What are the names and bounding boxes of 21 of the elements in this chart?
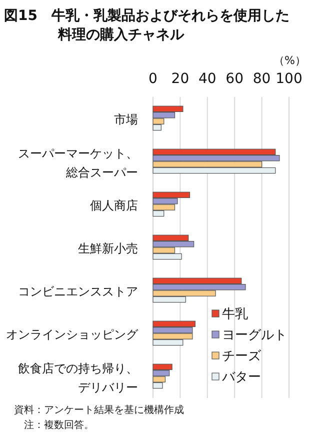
x-axis-title: （%） <box>274 54 306 67</box>
y-tick-label: 個人商店 <box>90 198 138 212</box>
x-tick-label: 20 <box>171 71 190 87</box>
text: 資料：アンケート結果を基に機構作成 <box>14 404 184 416</box>
legend-label: ヨーグルト <box>222 328 287 343</box>
y-tick-label: オンラインショッピング <box>6 328 139 342</box>
x-tick-label: 40 <box>198 71 216 87</box>
x-tick-label: 80 <box>252 71 271 87</box>
y-tick-label: 生鮮新小売 <box>78 242 138 256</box>
chart-title: 図15 牛乳・乳製品およびそれらを使用した料理の購入チャネル <box>4 8 290 43</box>
text: 注：複数回答。 <box>14 419 94 431</box>
y-tick-label: 市場 <box>114 112 138 126</box>
y-tick-label: 飲食店での持ち帰り、デリバリー <box>18 362 138 394</box>
x-tick-label: 100 <box>276 71 302 87</box>
x-tick-label: 0 <box>148 71 158 87</box>
y-tick-label: スーパーマーケット、総合スーパー <box>18 146 138 180</box>
legend-label: チーズ <box>222 349 262 364</box>
legend-label: バター <box>221 370 261 385</box>
x-tick-label: 60 <box>226 71 244 87</box>
y-tick-label: コンビニエンスストア <box>18 284 138 298</box>
legend-label: 牛乳 <box>222 307 248 322</box>
